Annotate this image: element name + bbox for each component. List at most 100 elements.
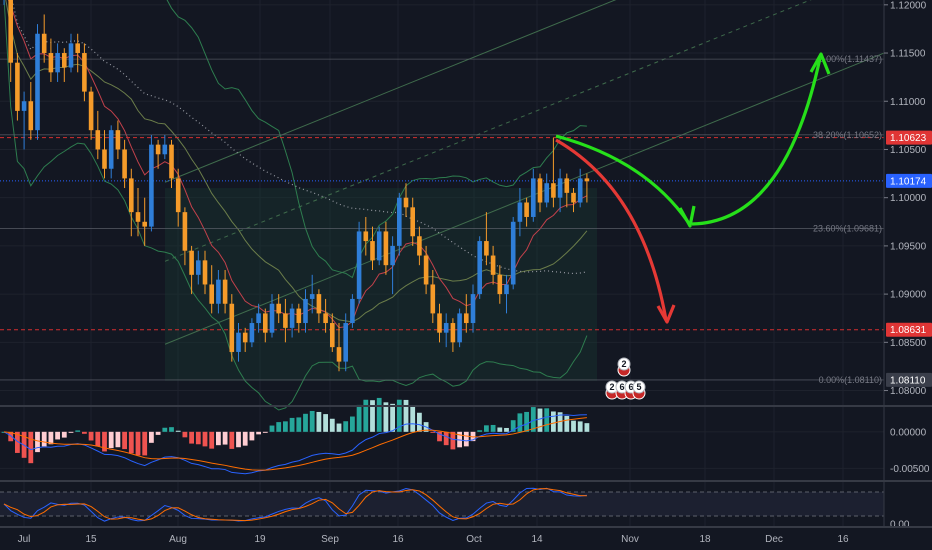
candle-body	[430, 284, 436, 314]
macd-histogram-bar	[289, 417, 295, 432]
candle-body	[276, 303, 281, 314]
macd-histogram-bar	[102, 431, 107, 452]
candle	[443, 313, 449, 348]
candle	[102, 130, 107, 179]
event-count: 2	[621, 359, 626, 369]
candle-body	[15, 62, 20, 111]
candle	[504, 274, 509, 314]
candle-body	[410, 207, 415, 237]
candle-body	[82, 53, 87, 92]
candle	[390, 236, 395, 295]
price-tick-label: 1.09000	[890, 290, 927, 301]
candle-body	[484, 241, 489, 256]
macd-histogram-bar	[15, 431, 20, 453]
candle-body	[202, 260, 208, 285]
macd-histogram-bar	[75, 430, 81, 432]
candle-body	[577, 178, 583, 203]
candle-body	[115, 130, 121, 150]
green-arrowhead-up	[809, 52, 831, 75]
candle	[155, 139, 161, 169]
macd-histogram-bar	[209, 431, 215, 449]
price-tick-label: 1.11500	[890, 49, 926, 60]
event-bubble	[632, 380, 646, 394]
candle-body	[155, 144, 161, 155]
red-arrowhead-down	[656, 304, 676, 324]
moving-average	[7, 0, 588, 329]
candle	[28, 81, 34, 140]
candle-body	[129, 178, 134, 213]
candle-body	[189, 250, 194, 275]
time-axis[interactable]: Jul 15 Aug 19 Sep 16 Oct 14 Nov 18 Dec 16	[0, 528, 932, 550]
candle-body	[477, 241, 482, 295]
macd-histogram-bar	[417, 412, 422, 432]
candle-body	[122, 149, 127, 179]
macd-histogram-bar	[383, 402, 389, 432]
candle-body	[175, 178, 181, 213]
price-tag-label: 1.10623	[890, 133, 927, 144]
stochastic-tick-label: 0.00	[890, 520, 910, 531]
candle	[175, 168, 181, 227]
candle	[108, 125, 114, 179]
candle-body	[135, 212, 141, 222]
macd-histogram-bar	[363, 399, 369, 432]
candle	[323, 298, 328, 333]
macd-histogram-bar	[584, 423, 590, 432]
macd-histogram-bar	[316, 411, 322, 432]
macd-histogram-bar	[175, 430, 181, 432]
economic-events[interactable]: 22 6 6 5	[605, 357, 646, 400]
macd-histogram-bar	[343, 421, 349, 432]
candle	[202, 250, 208, 295]
price-tag-label: 1.08110	[890, 375, 926, 386]
price-tick-label: 1.11000	[890, 97, 926, 108]
channel-line	[164, 0, 812, 262]
candle-body	[142, 221, 147, 227]
candle-body	[55, 53, 60, 73]
economic-event-marker[interactable]: 2	[605, 380, 619, 400]
macd-histogram-bar	[430, 431, 436, 433]
economic-event-marker[interactable]: 2	[617, 357, 631, 377]
candle	[457, 308, 462, 348]
candle-body	[437, 313, 442, 333]
macd-histogram-bar	[309, 410, 315, 432]
event-bubble	[617, 357, 631, 371]
candle	[510, 216, 516, 290]
candle-body	[229, 303, 235, 352]
candle-body	[524, 202, 529, 217]
candle	[283, 298, 288, 343]
macd-histogram-bar	[48, 431, 54, 445]
economic-event-marker[interactable]: 5	[632, 380, 646, 400]
macd-histogram-bar	[329, 418, 335, 432]
candle-body	[236, 332, 241, 352]
candle-body	[28, 101, 34, 131]
candle	[437, 303, 442, 343]
candle-body	[68, 43, 74, 68]
macd-histogram-bar	[236, 431, 241, 448]
macd-histogram-bar	[283, 421, 288, 432]
macd-histogram-bar	[169, 427, 174, 432]
candle	[189, 245, 194, 295]
time-tick-label: Aug	[169, 534, 187, 545]
candle	[263, 308, 268, 343]
candle-body	[216, 279, 221, 304]
macd-histogram-bar	[189, 431, 194, 444]
candle-body	[504, 284, 509, 295]
price-tag: 1.10174	[886, 173, 932, 188]
macd-histogram-bar	[155, 431, 161, 435]
candle-body	[41, 33, 47, 54]
candle	[68, 33, 74, 73]
macd-histogram-bar	[28, 431, 34, 464]
candle-body	[296, 308, 302, 324]
macd-histogram-bar	[262, 431, 268, 433]
price-tag: 1.08110	[886, 372, 932, 387]
price-axis[interactable]: 1.12000 1.11500 1.11000 1.10500 1.10000 1.095…	[884, 0, 932, 397]
macd-histogram-bar	[356, 404, 362, 432]
candle	[303, 289, 308, 333]
macd-histogram-bar	[242, 431, 248, 446]
macd-histogram-bar	[229, 431, 235, 449]
candle-body	[350, 298, 355, 324]
event-count: 6	[619, 382, 624, 392]
fib-level-label: 23.60%(1.09681)	[813, 223, 882, 233]
price-tag-label: 1.08631	[890, 325, 927, 336]
